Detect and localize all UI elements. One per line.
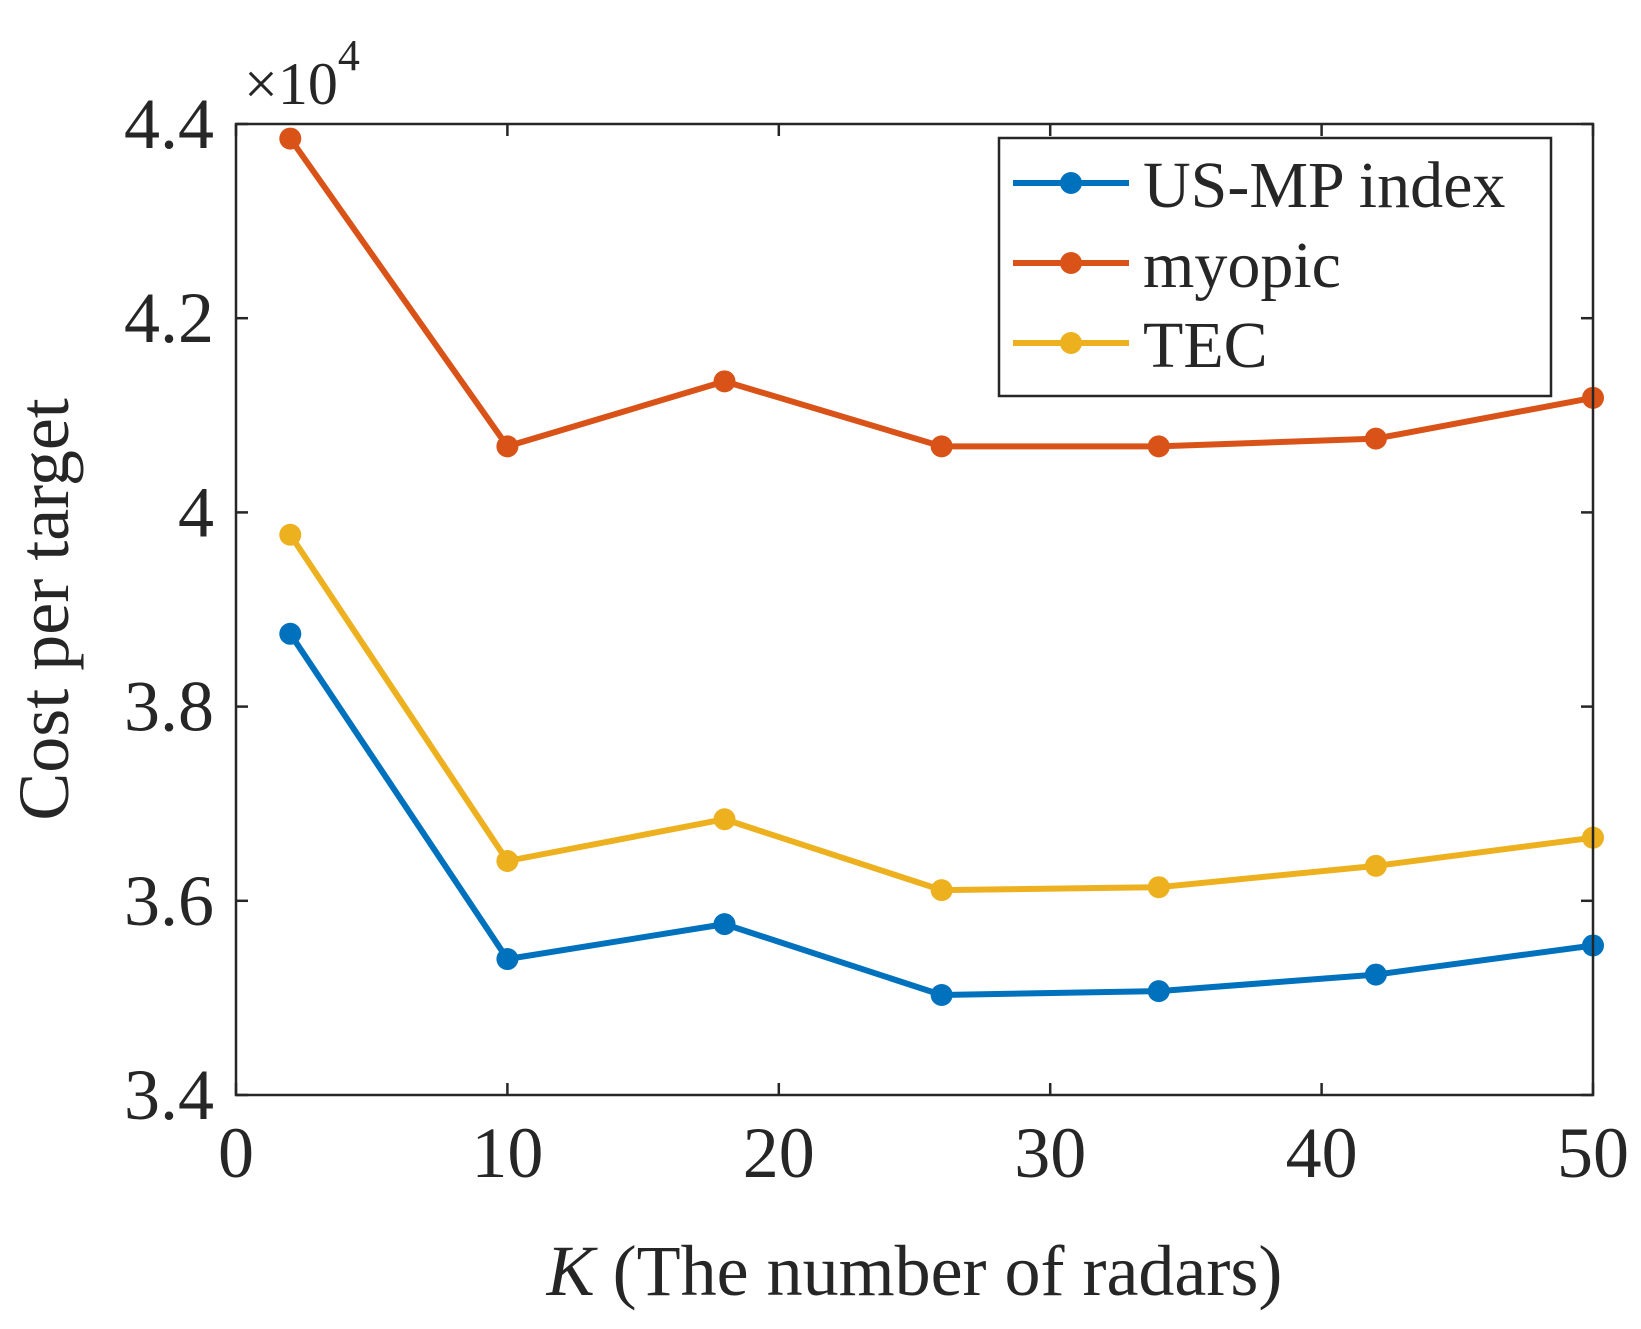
x-tick-label: 0 <box>218 1113 254 1193</box>
data-point-tec <box>1147 876 1170 899</box>
data-point-myopic <box>1147 435 1170 458</box>
legend-marker-tec <box>1060 332 1082 354</box>
y-exponent-base: ×10 <box>244 51 338 117</box>
data-point-tec <box>496 849 519 872</box>
legend-marker-us-mp-index <box>1060 172 1082 194</box>
series-line-tec <box>287 531 1596 894</box>
y-exponent-power: 4 <box>338 31 360 80</box>
data-point-tec <box>1364 854 1387 877</box>
data-point-tec <box>930 879 953 902</box>
x-axis-label-text: (The number of radars) <box>595 1231 1283 1311</box>
data-point-tec <box>279 523 302 546</box>
data-point-us-mp-index <box>279 622 302 645</box>
y-tick-label: 3.4 <box>124 1055 214 1135</box>
x-tick-label: 50 <box>1557 1113 1629 1193</box>
data-point-us-mp-index <box>713 913 736 936</box>
x-tick-label: 30 <box>1014 1113 1086 1193</box>
data-point-myopic <box>713 370 736 393</box>
series-line-us-mp-index <box>287 630 1596 998</box>
axes <box>234 122 1595 1097</box>
data-point-myopic <box>496 435 519 458</box>
y-tick-label: 3.8 <box>124 667 214 747</box>
y-axis-label: Cost per target <box>4 398 84 821</box>
y-tick-label: 4.4 <box>124 84 214 164</box>
x-tick-label: 20 <box>743 1113 815 1193</box>
legend-label-us-mp-index: US-MP index <box>1143 149 1505 222</box>
data-point-myopic <box>279 127 302 150</box>
data-point-myopic <box>930 435 953 458</box>
x-tick-label: 40 <box>1286 1113 1358 1193</box>
data-point-myopic <box>1364 427 1387 450</box>
data-point-us-mp-index <box>496 948 519 971</box>
data-point-us-mp-index <box>1364 963 1387 986</box>
data-point-us-mp-index <box>930 983 953 1006</box>
y-tick-label: 4 <box>178 472 214 552</box>
data-point-tec <box>713 808 736 831</box>
x-axis-label: K (The number of radars) <box>546 1231 1283 1311</box>
x-axis-label-variable: K <box>546 1231 599 1311</box>
legend-label-tec: TEC <box>1143 309 1268 382</box>
tick-labels: 0 10 20 30 40 50 3.4 3.6 3.8 4 4.2 4.4 <box>124 84 1629 1193</box>
x-tick-label: 10 <box>471 1113 543 1193</box>
legend-marker-myopic <box>1060 252 1082 274</box>
y-tick-label: 4.2 <box>124 278 214 358</box>
plot-area-box <box>234 122 1595 1097</box>
y-tick-label: 3.6 <box>124 861 214 941</box>
y-axis-exponent: ×104 <box>244 31 360 117</box>
legend-label-myopic: myopic <box>1143 229 1341 302</box>
data-point-us-mp-index <box>1147 980 1170 1003</box>
